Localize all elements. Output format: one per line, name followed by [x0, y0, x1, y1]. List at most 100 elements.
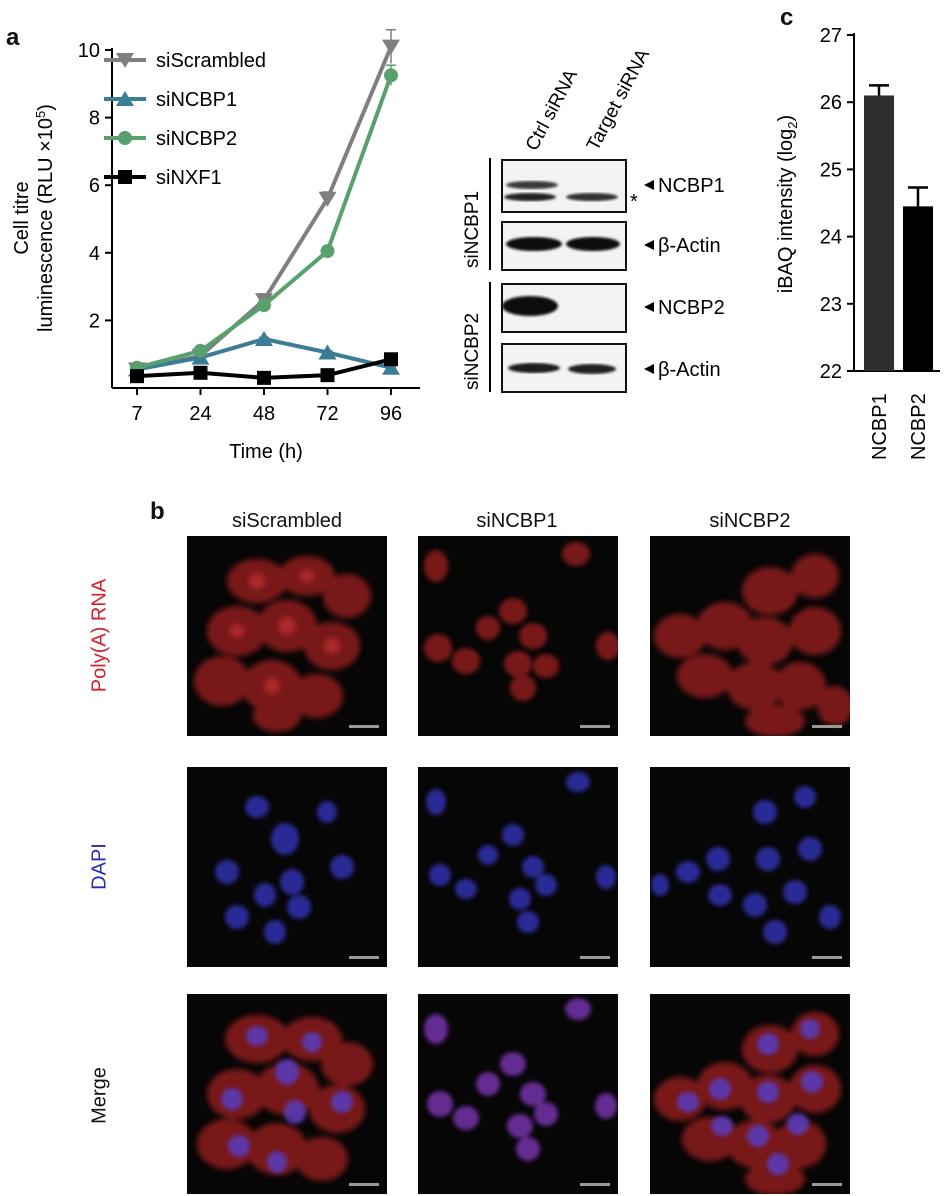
- scale-bar: [812, 956, 842, 959]
- row-label-polya: Poly(A) RNA: [88, 578, 111, 693]
- y-tick-label: 8: [89, 108, 100, 130]
- y-tick-label: 25: [820, 159, 842, 181]
- data-point: [382, 39, 400, 55]
- series-siNCBP2: siNCBP2: [104, 64, 398, 375]
- growth-chart: 2 4 6 8 10 7 24 48 72 96 Time (h) Cell titre lumines…: [0, 0, 440, 470]
- western-blot: Ctrl siRNA Target siRNA siNCBP1 siNCBP2: [440, 0, 780, 400]
- y-tick-label: 2: [89, 310, 100, 332]
- scale-bar: [812, 725, 842, 728]
- column-title-sincbp1: siNCBP1: [476, 510, 558, 532]
- arrowhead-icon: [644, 180, 654, 190]
- y-tick-label: 26: [820, 92, 842, 114]
- x-tick-label: NCBP2: [908, 393, 930, 460]
- data-point: [257, 298, 271, 313]
- legend-marker: [118, 170, 132, 184]
- arrowhead-icon: [644, 364, 654, 374]
- micrograph-dapi-sincbp1: [418, 767, 618, 967]
- blot-label-actin-1: β-Actin: [658, 235, 721, 257]
- data-point: [384, 352, 398, 367]
- row-label-dapi: DAPI: [88, 843, 111, 890]
- legend-marker: [118, 131, 132, 145]
- data-point: [382, 359, 400, 375]
- data-point: [320, 368, 335, 383]
- x-tick-label: 72: [316, 403, 338, 425]
- legend-label: siNCBP2: [156, 128, 237, 150]
- micrograph-polya-siscrambled: [187, 536, 387, 736]
- lane-label-ctrl: Ctrl siRNA: [522, 66, 582, 154]
- blot-label-ncbp1: NCBP1: [658, 175, 725, 197]
- data-point: [318, 191, 337, 207]
- series-siScrambled: siScrambled: [104, 28, 400, 378]
- blot-actin-1: [501, 221, 627, 271]
- x-tick-label: NCBP1: [869, 393, 891, 460]
- micrograph-dapi-siscrambled: [187, 767, 387, 967]
- data-point: [257, 370, 271, 385]
- micrograph-polya-sincbp2: [650, 536, 850, 736]
- panel-letter-a: a: [6, 24, 20, 51]
- panel-letter-b: b: [150, 498, 165, 525]
- legend-label: siNCBP1: [156, 89, 237, 111]
- legend-label: siNXF1: [156, 167, 222, 189]
- x-tick-label: 48: [253, 403, 275, 425]
- ibaq-chart: 22 23 24 25 26 27 iBAQ intensity (log2) NCBP1 NC…: [770, 0, 946, 480]
- y-axis-label: iBAQ intensity (log2): [775, 115, 800, 293]
- bar-NCBP2: [903, 206, 933, 371]
- y-tick-label: 23: [820, 294, 842, 316]
- western-blot-svg: Ctrl siRNA Target siRNA siNCBP1 siNCBP2: [462, 45, 725, 393]
- scale-bar: [580, 1183, 610, 1186]
- arrowhead-icon: [644, 302, 654, 312]
- y-axis-label-line2: luminescence (RLU ×105): [33, 104, 57, 332]
- series-siNXF1: siNXF1: [104, 167, 398, 385]
- panel-letter-c: c: [780, 4, 794, 31]
- series-line: [136, 74, 393, 370]
- blot-ncbp1: [501, 159, 627, 213]
- data-point: [318, 344, 337, 360]
- blot-ncbp2: [501, 283, 627, 333]
- row-label-merge: Merge: [88, 1067, 111, 1124]
- scale-bar: [812, 1183, 842, 1186]
- data-point: [384, 68, 398, 83]
- micrograph-dapi-sincbp2: [650, 767, 850, 967]
- data-point: [255, 330, 273, 346]
- ibaq-chart-svg: 22 23 24 25 26 27 iBAQ intensity (log2) NCBP1 NC…: [775, 25, 940, 460]
- data-point: [193, 343, 208, 358]
- column-title-sincbp2: siNCBP2: [709, 510, 791, 532]
- x-tick-label: 7: [131, 403, 142, 425]
- y-tick-label: 10: [78, 40, 100, 62]
- legend-label: siScrambled: [156, 50, 266, 72]
- x-axis-label: Time (h): [229, 441, 303, 463]
- group-label-sincbp1: siNCBP1: [462, 191, 483, 268]
- y-tick-label: 27: [820, 25, 842, 47]
- bar-NCBP1: [864, 95, 894, 371]
- data-point: [130, 369, 144, 384]
- micrograph-polya-sincbp1: [418, 536, 618, 736]
- y-tick-label: 22: [820, 361, 842, 383]
- scale-bar: [580, 956, 610, 959]
- blot-label-actin-2: β-Actin: [658, 359, 721, 381]
- micrograph-merge-sincbp1: [418, 994, 618, 1194]
- y-tick-label: 6: [89, 175, 100, 197]
- data-point: [193, 365, 208, 380]
- micrograph-merge-siscrambled: [187, 994, 387, 1194]
- scale-bar: [580, 725, 610, 728]
- series-siNCBP1: siNCBP1: [104, 89, 400, 377]
- scale-bar: [349, 956, 379, 959]
- y-tick-label: 4: [89, 243, 100, 265]
- blot-label-ncbp2: NCBP2: [658, 297, 725, 319]
- asterisk-mark: *: [630, 191, 638, 213]
- y-tick-label: 24: [820, 227, 842, 249]
- y-axis-label-line1: Cell titre: [11, 181, 33, 254]
- legend-marker: [116, 53, 134, 68]
- x-tick-label: 24: [189, 403, 211, 425]
- arrowhead-icon: [644, 240, 654, 250]
- lane-label-target: Target siRNA: [583, 45, 654, 154]
- x-tick-label: 96: [380, 403, 402, 425]
- scale-bar: [349, 1183, 379, 1186]
- column-title-siscrambled: siScrambled: [231, 510, 343, 532]
- blot-actin-2: [501, 343, 627, 393]
- legend-marker: [116, 91, 134, 106]
- data-point: [320, 244, 335, 259]
- scale-bar: [349, 725, 379, 728]
- micrograph-merge-sincbp2: [650, 994, 850, 1194]
